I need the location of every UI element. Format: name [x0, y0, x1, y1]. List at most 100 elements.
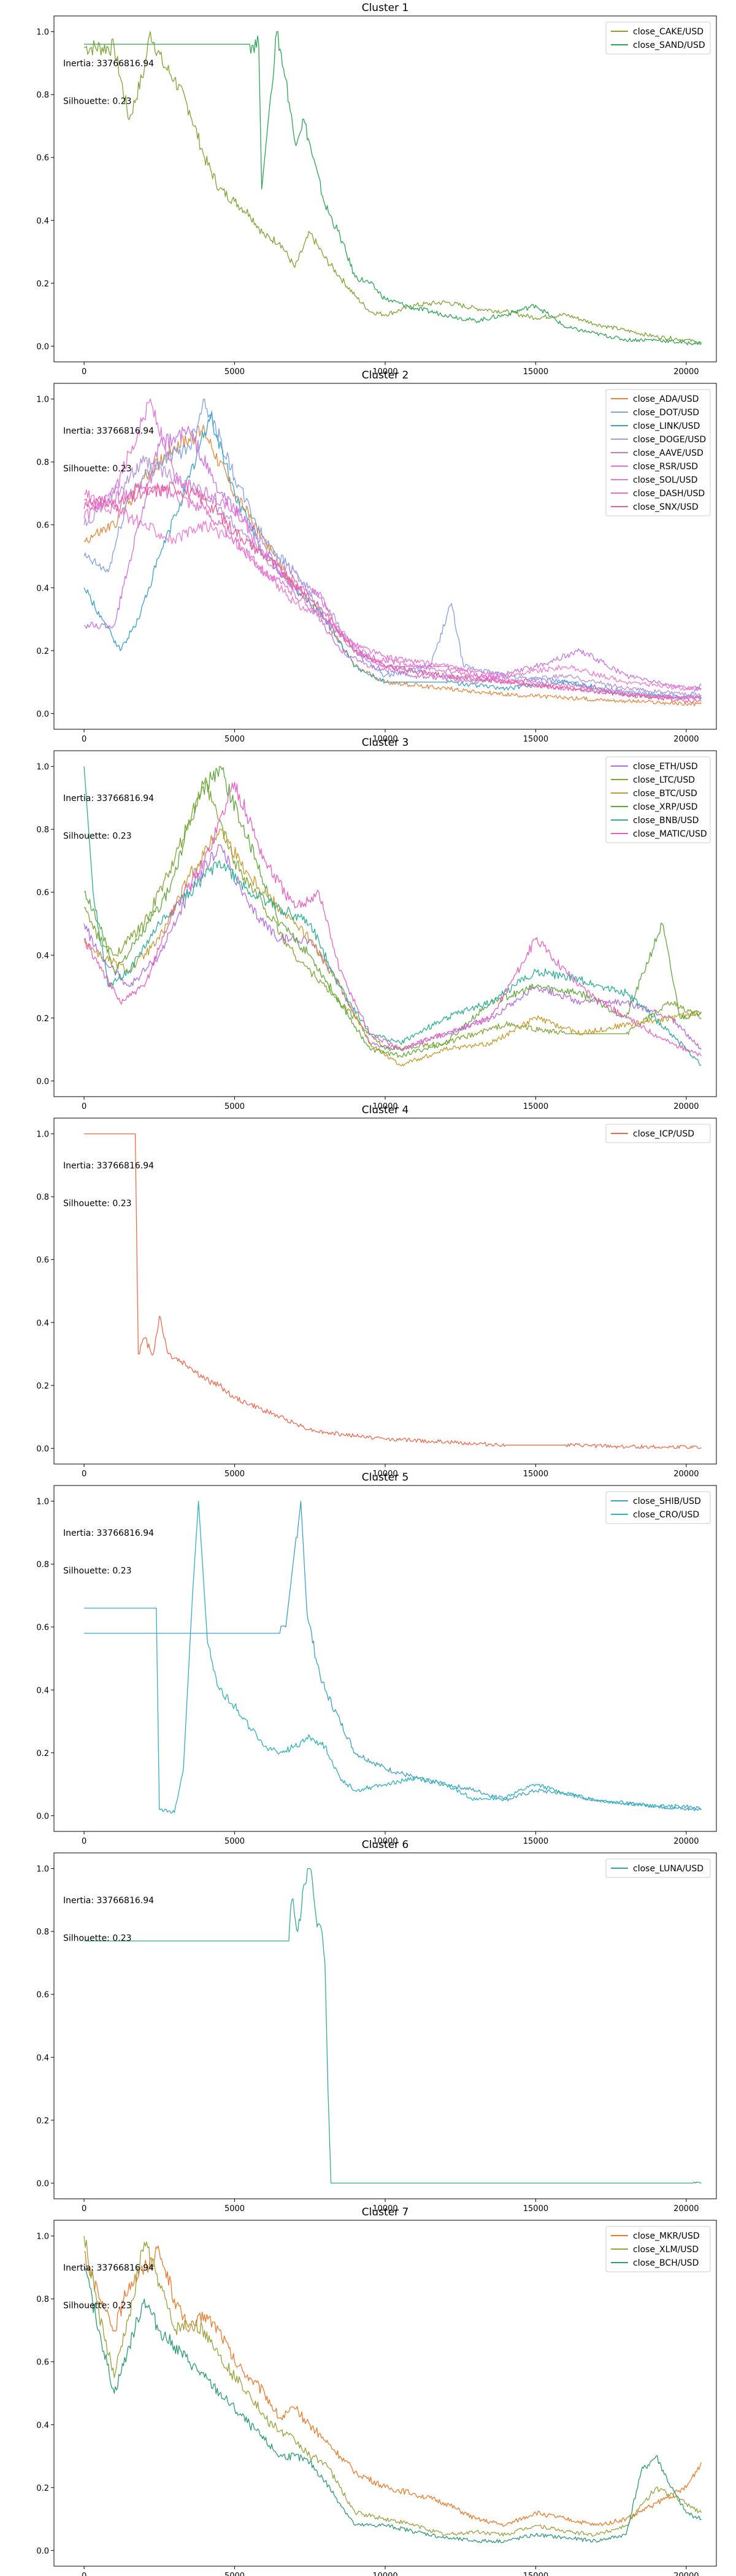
legend-label: close_MATIC/USD [633, 829, 707, 839]
x-tick-label: 15000 [523, 1837, 548, 1846]
cluster-panel-1: Cluster 1 0 5000 10000 15000 20000 0.0 0.2 0.4 0.… [36, 2, 717, 377]
series-line [84, 2245, 702, 2527]
legend-box [605, 2226, 711, 2272]
y-tick-label: 0.0 [36, 1444, 49, 1454]
x-tick-label: 20000 [673, 2572, 699, 2576]
y-tick-label: 1.0 [36, 1865, 49, 1874]
y-tick-label: 0.8 [36, 2295, 49, 2304]
x-tick-label: 10000 [372, 1470, 397, 1479]
x-tick-label: 10000 [372, 2204, 397, 2214]
panel-title: Cluster 5 [362, 1471, 409, 1484]
legend-box [605, 1124, 711, 1143]
legend-label: close_LUNA/USD [633, 1864, 703, 1874]
legend: close_ADA/USD close_DOT/USD close_LINK/USD… [605, 389, 711, 516]
legend-box [605, 1858, 711, 1878]
series-line [83, 2236, 702, 2537]
x-tick-label: 0 [82, 1837, 86, 1846]
y-tick-label: 1.0 [36, 396, 49, 405]
series-line [83, 412, 702, 700]
legend: close_ETH/USD close_LTC/USD close_BTC/USDc… [605, 756, 711, 843]
legend-label: close_AAVE/USD [633, 448, 703, 458]
cluster-panel-4: Cluster 4 0 5000 10000 15000 20000 0.0 0.2 0.4 0.… [36, 1104, 717, 1479]
x-tick-label: 5000 [224, 1102, 245, 1111]
inertia-annotation: Inertia: 33766816.94 [63, 1528, 154, 1538]
series-line [83, 844, 702, 1051]
y-tick-label: 1.0 [36, 28, 49, 37]
y-tick-label: 0.6 [36, 1991, 49, 2000]
y-tick-label: 1.0 [36, 763, 49, 772]
legend-label: close_MKR/USD [633, 2231, 700, 2241]
legend-label: close_LTC/USD [633, 775, 695, 785]
panel-title: Cluster 3 [362, 737, 409, 749]
legend: close_MKR/USD close_XLM/USD close_BCH/USD [605, 2226, 711, 2272]
y-tick-label: 0.2 [36, 1382, 49, 1391]
x-tick-label: 20000 [673, 1102, 699, 1111]
y-tick-label: 0.2 [36, 2484, 49, 2493]
x-tick-label: 10000 [372, 367, 397, 377]
panel-title: Cluster 1 [362, 2, 409, 14]
x-tick-label: 5000 [224, 1837, 245, 1846]
x-tick-label: 0 [82, 367, 86, 377]
y-tick-label: 0.2 [36, 647, 49, 656]
y-tick-label: 0.6 [36, 1256, 49, 1265]
x-tick-label: 20000 [673, 735, 699, 744]
panel-title: Cluster 2 [362, 369, 409, 381]
inertia-annotation: Inertia: 33766816.94 [63, 1161, 154, 1171]
legend-label: close_RSR/USD [633, 462, 698, 472]
y-tick-label: 0.0 [36, 1812, 49, 1821]
x-tick-label: 10000 [372, 2572, 397, 2576]
inertia-annotation: Inertia: 33766816.94 [63, 2263, 154, 2273]
x-tick-label: 10000 [372, 1102, 397, 1111]
y-tick-label: 0.8 [36, 91, 49, 100]
series-line [84, 31, 702, 345]
y-tick-label: 0.4 [36, 2053, 49, 2063]
legend-label: close_CRO/USD [633, 1510, 699, 1520]
y-tick-label: 0.2 [36, 1014, 49, 1024]
cluster-panel-2: Cluster 2 0 5000 10000 15000 20000 0.0 0.2 0.4 0.… [36, 369, 717, 744]
silhouette-annotation: Silhouette: 0.23 [63, 2301, 132, 2310]
legend-label: close_ICP/USD [633, 1129, 694, 1139]
inertia-annotation: Inertia: 33766816.94 [63, 1896, 154, 1906]
series-line [83, 765, 702, 1058]
x-tick-label: 15000 [523, 2572, 548, 2576]
legend-box [605, 389, 711, 516]
legend: close_LUNA/USD [605, 1858, 711, 1878]
legend: close_ICP/USD [605, 1124, 711, 1143]
y-tick-label: 0.6 [36, 2358, 49, 2367]
x-tick-label: 15000 [523, 1470, 548, 1479]
x-tick-label: 10000 [372, 1837, 397, 1846]
legend: close_SHIB/USD close_CRO/USD [605, 1491, 711, 1524]
x-tick-label: 15000 [523, 735, 548, 744]
legend-label: close_DOT/USD [633, 408, 699, 418]
y-tick-label: 0.6 [36, 521, 49, 531]
y-tick-label: 0.8 [36, 1193, 49, 1202]
panel-title: Cluster 6 [362, 1839, 409, 1851]
legend-label: close_ADA/USD [633, 394, 699, 404]
legend-label: close_DOGE/USD [633, 435, 706, 445]
legend-box [605, 756, 711, 843]
y-tick-label: 0.2 [36, 2117, 49, 2126]
y-tick-label: 0.4 [36, 584, 49, 593]
x-tick-label: 0 [82, 2572, 86, 2576]
cluster-panel-7: Cluster 7 0 5000 10000 15000 20000 0.0 0.2 0.4 0.… [36, 2206, 717, 2576]
y-tick-label: 0.4 [36, 951, 49, 960]
cluster-panel-6: Cluster 6 0 5000 10000 15000 20000 0.0 0.2 0.4 0.… [36, 1839, 717, 2214]
silhouette-annotation: Silhouette: 0.23 [63, 1933, 132, 1943]
cluster-panel-3: Cluster 3 0 5000 10000 15000 20000 0.0 0.2 0.4 0.… [36, 737, 717, 1111]
x-tick-label: 5000 [224, 2204, 245, 2214]
legend: close_CAKE/USD close_SAND/USD [605, 21, 711, 55]
legend-label: close_BNB/USD [633, 816, 699, 826]
legend-label: close_CAKE/USD [633, 27, 703, 37]
series-line [84, 31, 702, 345]
x-tick-label: 20000 [673, 2204, 699, 2214]
x-tick-label: 20000 [673, 1470, 699, 1479]
series-line [84, 1133, 702, 1449]
series-line [84, 1500, 702, 1814]
silhouette-annotation: Silhouette: 0.23 [63, 464, 132, 473]
y-tick-label: 0.6 [36, 154, 49, 163]
legend-label: close_SNX/USD [633, 502, 699, 512]
series-line [83, 489, 702, 691]
legend-label: close_BCH/USD [633, 2258, 699, 2268]
legend-box [605, 21, 711, 55]
y-tick-label: 0.4 [36, 1319, 49, 1328]
